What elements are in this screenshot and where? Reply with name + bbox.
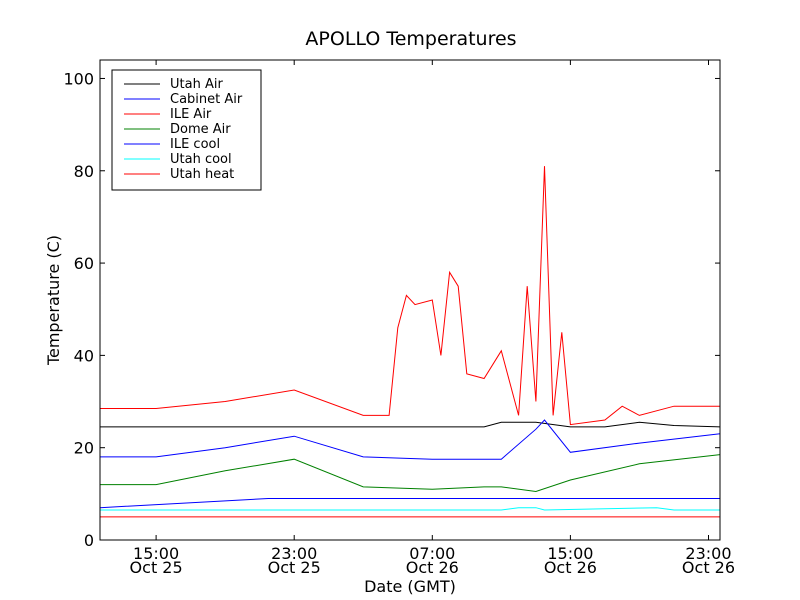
y-tick-label-5: 100 — [63, 69, 94, 88]
legend-label-5: Utah cool — [170, 152, 232, 167]
x-tick-date-0: Oct 25 — [130, 558, 183, 577]
x-tick-time-4: 23:00 — [685, 544, 731, 563]
legend-label-1: Cabinet Air — [170, 92, 243, 107]
legend-box — [111, 69, 262, 191]
y-tick-label-2: 40 — [74, 346, 94, 365]
series-line-3 — [100, 454, 721, 493]
x-tick-time-1: 23:00 — [271, 544, 317, 563]
x-tick-date-4: Oct 26 — [682, 558, 735, 577]
legend-label-2: ILE Air — [170, 107, 212, 122]
legend-label-6: Utah heat — [170, 167, 234, 182]
y-tick-label-3: 60 — [74, 254, 94, 273]
y-tick-label-4: 80 — [74, 162, 94, 181]
x-tick-date-2: Oct 26 — [406, 558, 459, 577]
legend-label-3: Dome Air — [170, 122, 231, 137]
y-tick-label-1: 20 — [74, 439, 94, 458]
x-tick-time-0: 15:00 — [133, 544, 179, 563]
legend-label-0: Utah Air — [170, 77, 223, 92]
y-axis-label: Temperature (C) — [44, 235, 63, 366]
series-line-1 — [100, 419, 721, 460]
series-line-0 — [100, 421, 721, 428]
x-tick-date-1: Oct 25 — [268, 558, 321, 577]
x-axis-label: Date (GMT) — [364, 577, 456, 596]
series-line-2 — [100, 166, 720, 426]
plot-series — [99, 166, 721, 518]
plot-area — [99, 59, 721, 541]
chart-title: APOLLO Temperatures — [305, 28, 516, 50]
x-tick-time-3: 15:00 — [547, 544, 593, 563]
x-tick-date-3: Oct 26 — [544, 558, 597, 577]
series-line-5 — [100, 507, 720, 511]
y-tick-label-0: 0 — [84, 531, 94, 550]
x-tick-time-2: 07:00 — [409, 544, 455, 563]
legend-label-4: ILE cool — [170, 137, 220, 152]
series-line-4 — [99, 498, 720, 509]
